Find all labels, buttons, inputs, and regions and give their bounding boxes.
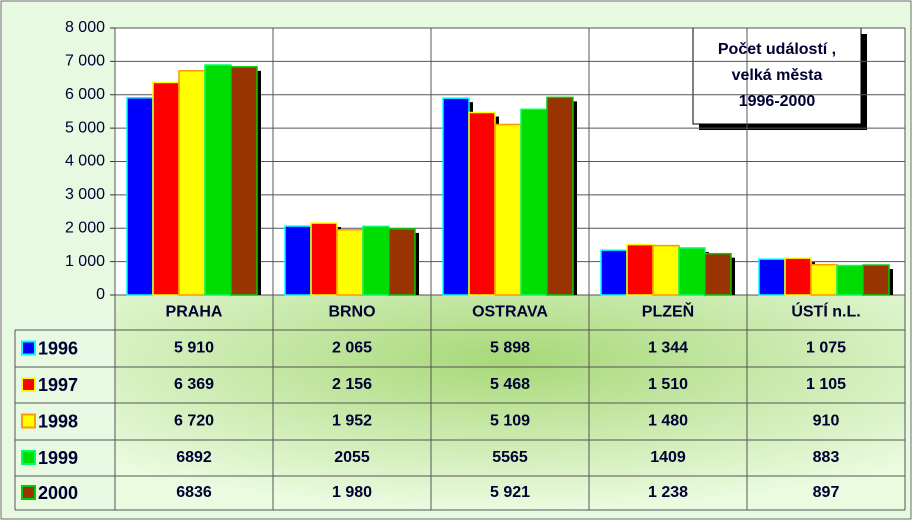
bar	[600, 249, 628, 296]
chart-title: 1996-2000	[739, 93, 816, 110]
value-label: 6836	[176, 484, 212, 501]
bar	[362, 225, 390, 296]
value-label: 910	[813, 413, 840, 430]
bar	[626, 243, 654, 296]
legend-label: 1996	[38, 338, 78, 358]
bar	[862, 264, 890, 296]
bar	[520, 108, 548, 296]
value-label: 5 910	[174, 340, 214, 357]
title-bg	[692, 27, 862, 125]
bar	[388, 228, 416, 296]
bar	[784, 257, 812, 296]
bar	[652, 244, 680, 296]
legend-swatch	[21, 377, 36, 392]
value-label: 5 898	[490, 340, 530, 357]
value-label: 2 156	[332, 376, 372, 393]
legend-label: 1998	[38, 411, 78, 431]
value-label: 883	[813, 449, 840, 466]
bar	[546, 96, 574, 296]
y-tick-label: 1 000	[65, 253, 105, 270]
value-label: 5 109	[490, 413, 530, 430]
value-label: 1 344	[648, 340, 688, 357]
y-tick-label: 5 000	[65, 119, 105, 136]
category-label: PLZEŇ	[642, 302, 694, 321]
legend-label: 2000	[38, 483, 78, 503]
bar	[336, 229, 364, 296]
legend-swatch	[21, 485, 36, 500]
category-label: BRNO	[328, 304, 375, 321]
legend-swatch	[21, 413, 36, 429]
value-label: 2 065	[332, 340, 372, 357]
value-label: 1409	[650, 449, 686, 466]
value-label: 5565	[492, 449, 528, 466]
category-label: OSTRAVA	[472, 304, 548, 321]
category-label: PRAHA	[166, 304, 223, 321]
bar	[204, 64, 232, 296]
bar	[230, 66, 258, 296]
y-tick-label: 7 000	[65, 53, 105, 70]
y-tick-label: 3 000	[65, 186, 105, 203]
legend-label: 1999	[38, 448, 78, 468]
value-label: 897	[813, 484, 840, 501]
bar	[836, 264, 864, 296]
bar	[494, 123, 522, 296]
value-label: 1 952	[332, 413, 372, 430]
bar	[704, 252, 732, 296]
value-label: 5 468	[490, 376, 530, 393]
bar	[284, 225, 312, 296]
value-label: 6 369	[174, 376, 214, 393]
bar	[678, 247, 706, 296]
value-label: 2055	[334, 449, 370, 466]
value-label: 6892	[176, 449, 212, 466]
y-tick-label: 4 000	[65, 153, 105, 170]
value-label: 5 921	[490, 484, 530, 501]
bar	[468, 111, 496, 296]
y-tick-label: 8 000	[65, 19, 105, 36]
y-tick-label: 0	[96, 286, 105, 303]
bar	[152, 81, 180, 296]
bar	[126, 97, 154, 296]
bar	[442, 97, 470, 296]
bar	[810, 263, 838, 296]
value-label: 6 720	[174, 413, 214, 430]
title-box	[692, 27, 867, 130]
y-tick-label: 6 000	[65, 86, 105, 103]
value-label: 1 480	[648, 413, 688, 430]
legend-swatch	[21, 340, 36, 356]
category-label: ÚSTÍ n.L.	[791, 302, 860, 321]
bar	[758, 258, 786, 296]
value-label: 1 238	[648, 484, 688, 501]
legend-swatch	[21, 450, 36, 465]
value-label: 1 510	[648, 376, 688, 393]
legend-label: 1997	[38, 375, 78, 395]
bar	[178, 69, 206, 296]
chart-title: velká města	[732, 67, 823, 84]
chart-title: Počet událostí ,	[718, 41, 836, 58]
value-label: 1 075	[806, 340, 846, 357]
bar	[310, 222, 338, 296]
value-label: 1 980	[332, 484, 372, 501]
y-tick-label: 2 000	[65, 219, 105, 236]
value-label: 1 105	[806, 376, 846, 393]
